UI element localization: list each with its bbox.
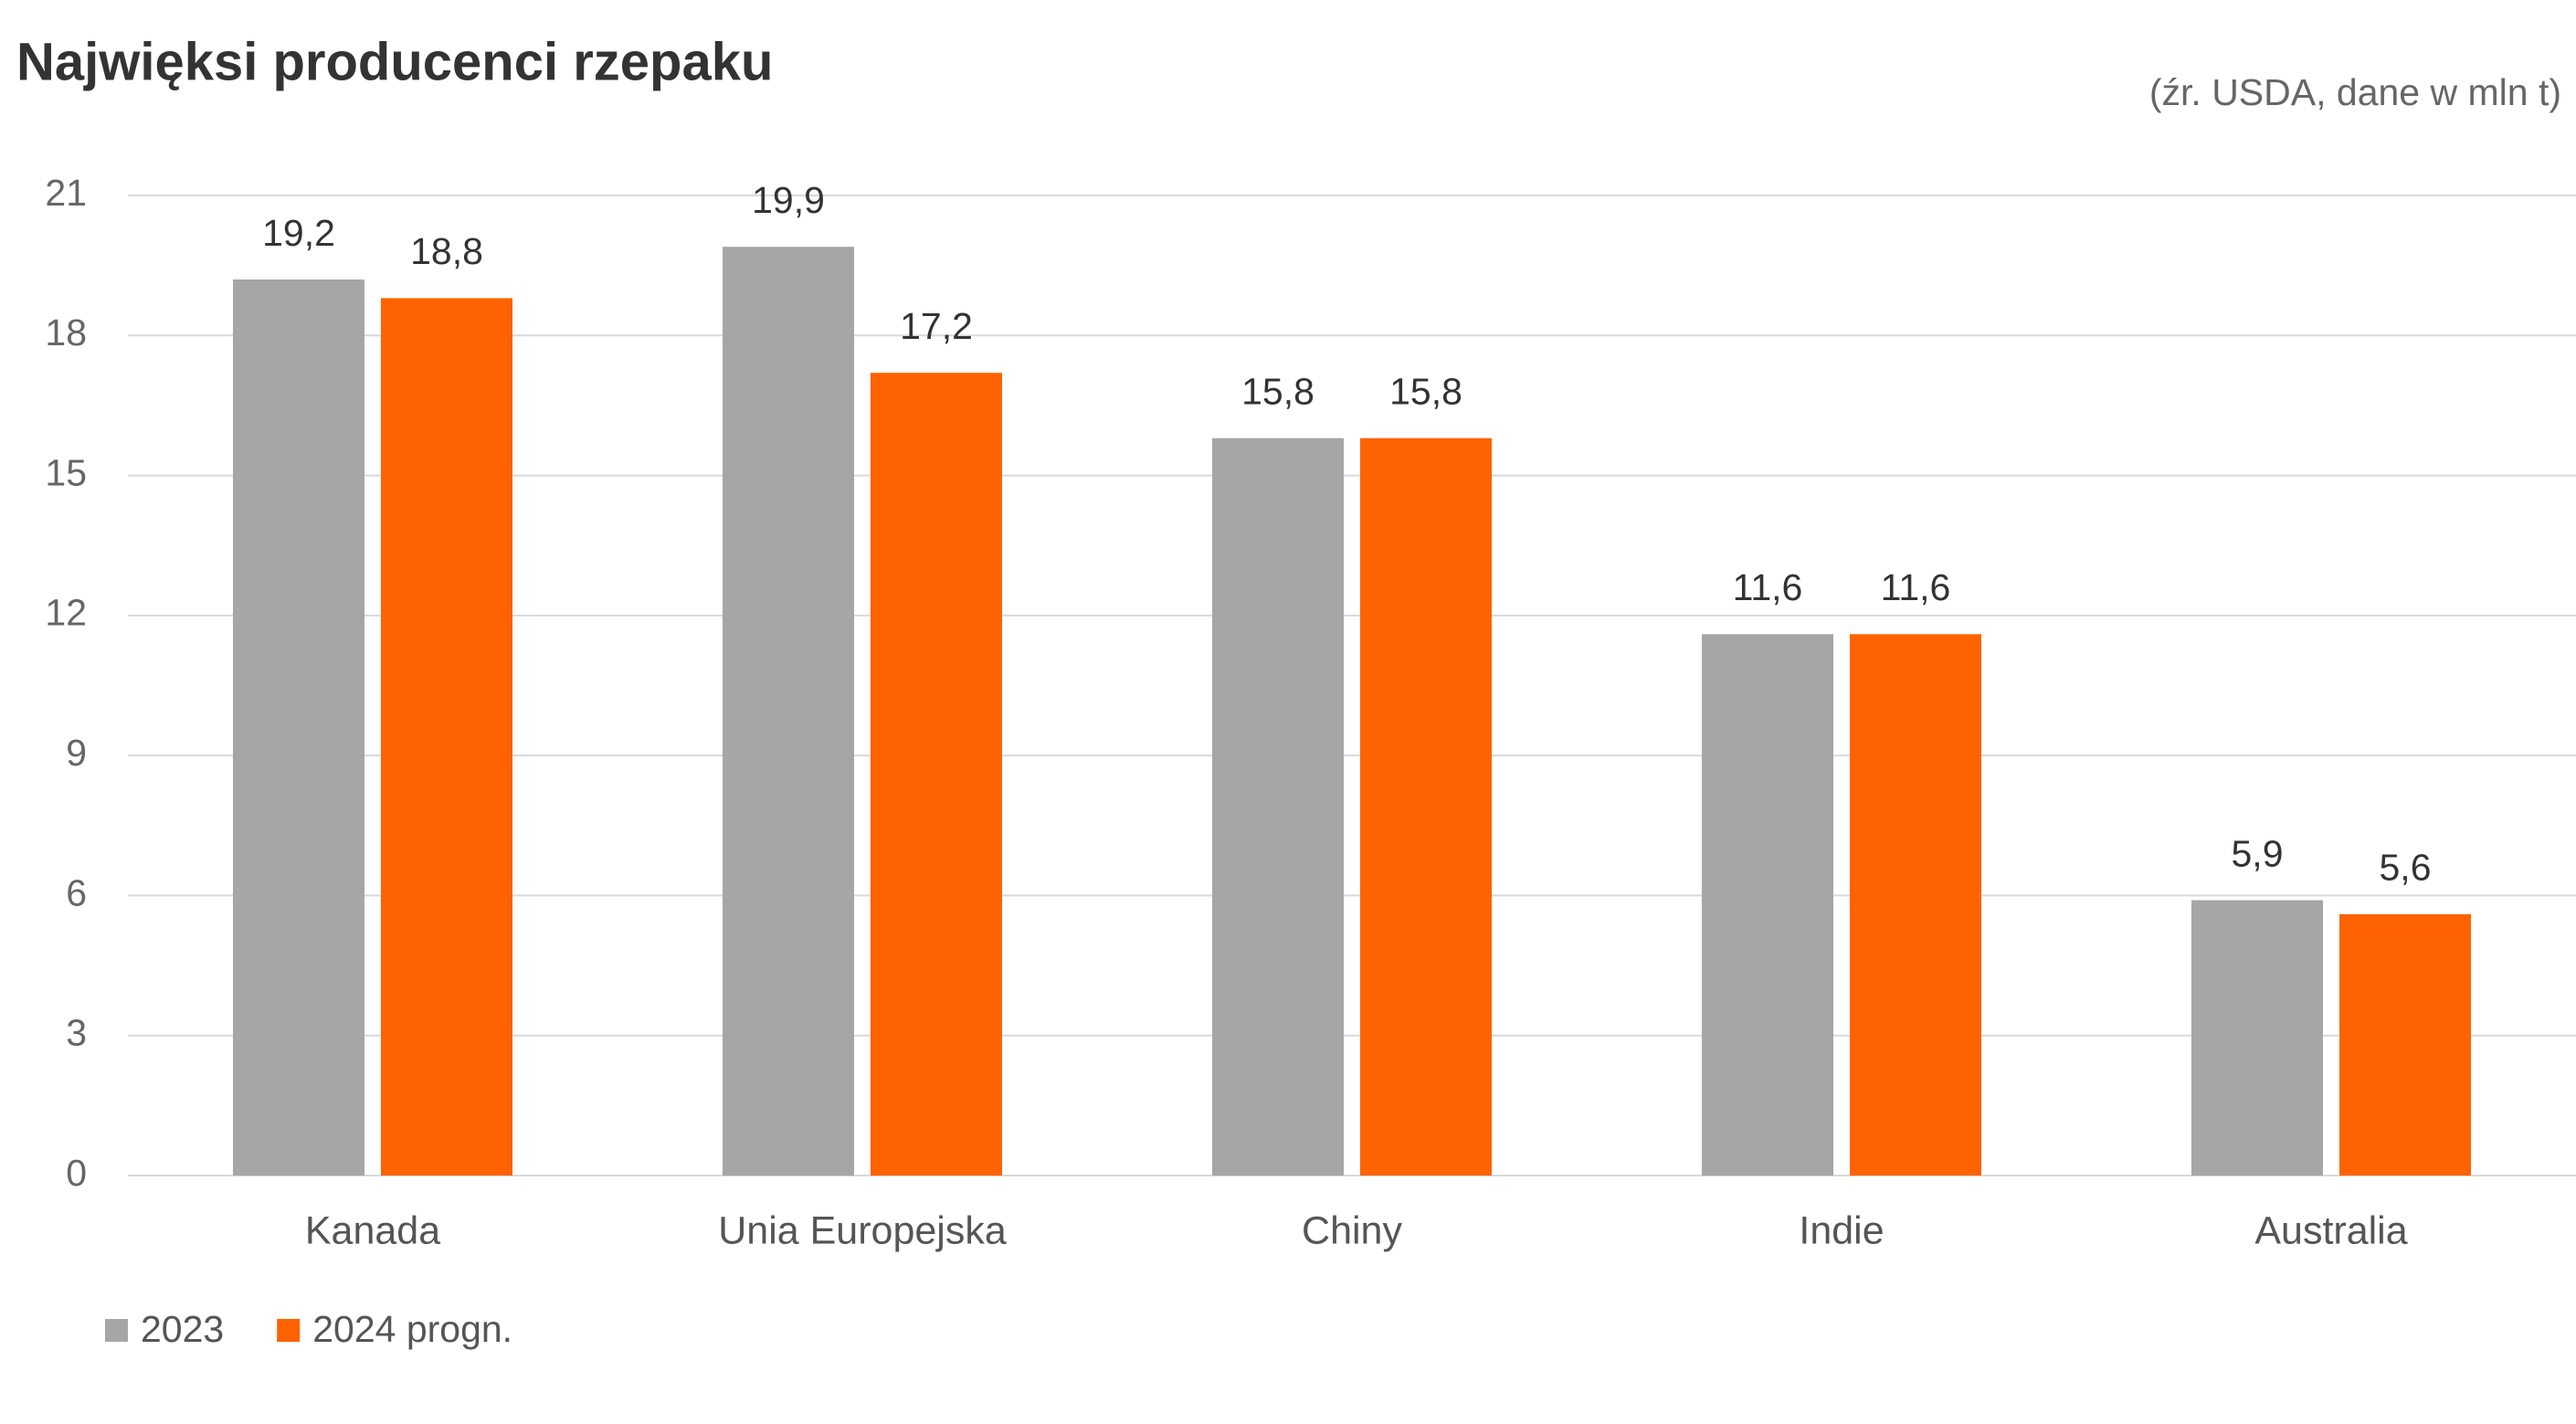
bar <box>1850 634 1981 1176</box>
value-label: 5,9 <box>2232 832 2284 874</box>
legend-label: 2024 progn. <box>312 1308 512 1350</box>
x-tick-label: Australia <box>2254 1208 2407 1252</box>
x-tick-label: Kanada <box>305 1208 440 1252</box>
legend-swatch <box>105 1319 128 1342</box>
x-tick-label: Indie <box>1799 1208 1884 1252</box>
y-tick-label: 9 <box>66 732 87 774</box>
y-tick-label: 15 <box>45 451 87 493</box>
value-label: 11,6 <box>1733 566 1803 608</box>
legend-label: 2023 <box>141 1308 224 1350</box>
x-tick-label: Unia Europejska <box>718 1208 1007 1252</box>
value-label: 15,8 <box>1241 371 1314 413</box>
value-label: 15,8 <box>1389 371 1462 413</box>
y-tick-label: 6 <box>66 871 87 913</box>
bar <box>1702 634 1833 1176</box>
value-label: 18,8 <box>410 230 483 272</box>
value-label: 17,2 <box>900 305 973 347</box>
bar <box>2191 900 2323 1176</box>
chart-title: Najwięksi producenci rzepaku <box>16 32 773 91</box>
bar <box>723 247 854 1176</box>
legend-swatch <box>277 1319 301 1342</box>
x-tick-label: Chiny <box>1302 1208 1402 1252</box>
value-label: 19,2 <box>262 212 335 254</box>
chart-subtitle: (źr. USDA, dane w mln t) <box>2149 71 2561 113</box>
y-tick-label: 21 <box>45 172 87 214</box>
bar <box>2339 913 2471 1176</box>
bar <box>381 298 512 1176</box>
y-tick-label: 3 <box>66 1012 87 1054</box>
bar <box>1360 438 1492 1176</box>
bar <box>871 373 1002 1176</box>
value-label: 11,6 <box>1881 566 1951 608</box>
bar <box>1212 438 1344 1176</box>
value-label: 5,6 <box>2380 847 2432 889</box>
bar <box>233 279 364 1176</box>
value-label: 19,9 <box>752 179 825 221</box>
y-tick-label: 0 <box>66 1152 87 1194</box>
y-tick-label: 12 <box>45 592 87 634</box>
y-tick-label: 18 <box>45 311 87 353</box>
